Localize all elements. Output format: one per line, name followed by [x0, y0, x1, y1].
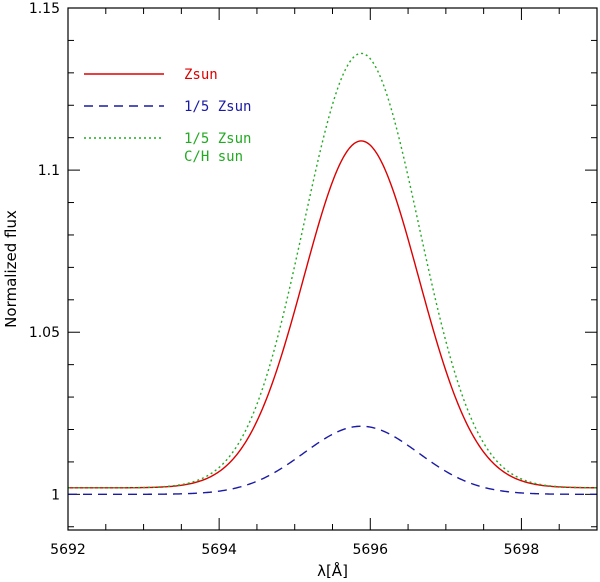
legend-label-1: Zsun [184, 67, 218, 83]
legend: Zsun 1/5 Zsun 1/5 Zsun C/H sun [84, 67, 251, 165]
y-tick-label: 1.1 [38, 163, 60, 179]
legend-label-2: 1/5 Zsun [184, 99, 251, 115]
series-line-3 [68, 52, 598, 489]
series-line-2 [68, 425, 597, 496]
x-axis-label: λ[Å] [317, 561, 348, 580]
y-tick-label: 1 [51, 487, 60, 503]
y-axis-label: Normalized flux [2, 210, 20, 328]
y-tick-labels: 1 1.05 1.1 1.15 [29, 1, 60, 503]
legend-label-3: C/H sun [184, 149, 243, 165]
y-tick-label: 1.15 [29, 1, 60, 17]
series-line-1 [68, 140, 597, 489]
plot-frame [67, 7, 598, 531]
x-tick-label: 5698 [504, 542, 540, 558]
legend-label-3: 1/5 Zsun [184, 131, 251, 147]
x-tick-label: 5692 [50, 542, 86, 558]
x-tick-label: 5696 [352, 542, 388, 558]
series-lines [68, 52, 598, 496]
y-tick-label: 1.05 [29, 325, 60, 341]
x-tick-labels: 5692 5694 5696 5698 [50, 542, 539, 558]
x-tick-label: 5694 [201, 542, 237, 558]
axis-ticks [67, 7, 598, 530]
